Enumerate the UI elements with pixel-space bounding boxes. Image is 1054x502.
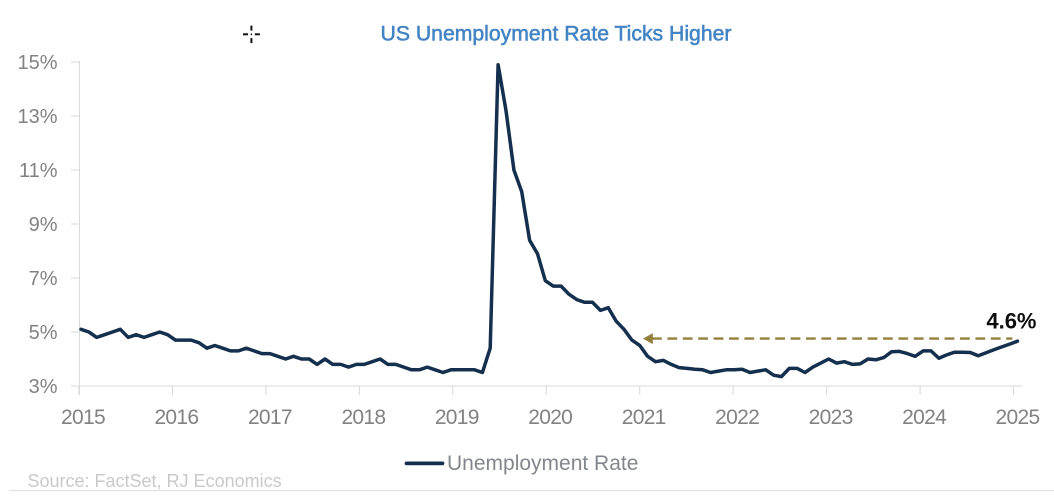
svg-text:5%: 5% — [29, 322, 58, 344]
svg-text:15%: 15% — [17, 52, 57, 74]
svg-text:2016: 2016 — [154, 406, 198, 429]
svg-text:US Unemployment Rate Ticks Hig: US Unemployment Rate Ticks Higher — [381, 23, 732, 46]
svg-text:2024: 2024 — [902, 406, 947, 429]
svg-text:2022: 2022 — [715, 406, 759, 429]
svg-text:2015: 2015 — [61, 406, 105, 429]
svg-text:2025: 2025 — [996, 406, 1040, 429]
svg-text:2019: 2019 — [435, 406, 479, 429]
svg-text:2017: 2017 — [248, 406, 292, 429]
svg-text:9%: 9% — [29, 214, 58, 236]
svg-text:4.6%: 4.6% — [986, 308, 1036, 333]
svg-text:2020: 2020 — [528, 406, 572, 429]
svg-text:7%: 7% — [29, 268, 58, 290]
svg-text:Source: FactSet, RJ Economics: Source: FactSet, RJ Economics — [28, 471, 282, 491]
svg-text:3%: 3% — [29, 376, 58, 398]
svg-text:2023: 2023 — [809, 406, 853, 429]
svg-text:Unemployment Rate: Unemployment Rate — [447, 452, 638, 475]
svg-text:2018: 2018 — [341, 406, 385, 429]
svg-text:11%: 11% — [19, 160, 58, 182]
svg-text:13%: 13% — [17, 106, 57, 128]
svg-text:2021: 2021 — [622, 406, 666, 429]
